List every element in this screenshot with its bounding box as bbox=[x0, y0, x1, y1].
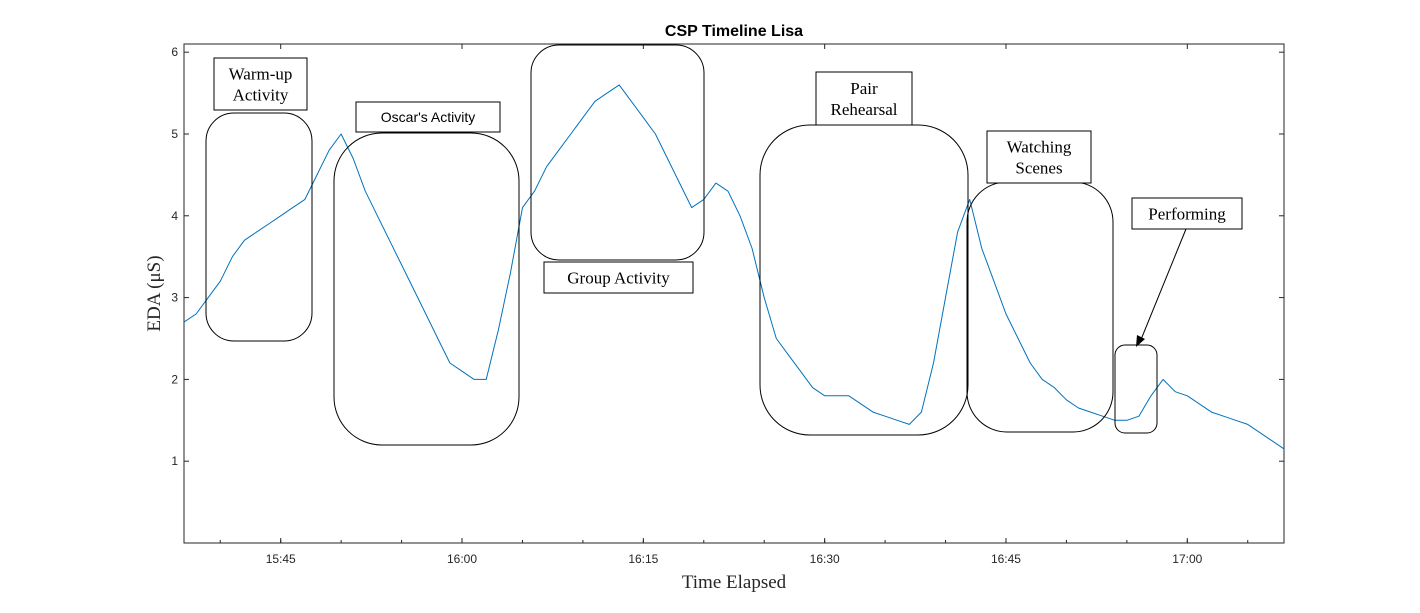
annotation-label-box bbox=[815, 71, 913, 126]
ticks-layer: 15:45 16:00 16:15 16:30 16:45 17:00 1 2 3 4 5 6 bbox=[171, 44, 1284, 566]
annotation-label-box bbox=[986, 130, 1092, 184]
annotation-region bbox=[530, 44, 705, 261]
y-tick-label: 3 bbox=[171, 291, 178, 305]
annotation-region bbox=[1114, 344, 1158, 434]
y-tick-label: 2 bbox=[171, 372, 178, 386]
annotation-layer: Warm-up Activity Oscar's Activity Group Act… bbox=[205, 44, 1243, 446]
annotation-label-box bbox=[355, 101, 501, 133]
x-axis-label: Time Elapsed bbox=[682, 572, 787, 593]
annotation-region bbox=[759, 124, 969, 436]
x-tick-label: 16:45 bbox=[991, 552, 1021, 566]
annotation-label: Watching bbox=[1007, 138, 1072, 157]
series-line-eda bbox=[183, 84, 1285, 450]
annotation-label: Pair bbox=[850, 79, 878, 98]
axes-box bbox=[183, 43, 1285, 544]
annotation-label-box bbox=[213, 57, 308, 111]
x-tick-label: 16:30 bbox=[810, 552, 840, 566]
y-tick-label: 1 bbox=[171, 454, 178, 468]
x-tick-label: 16:15 bbox=[628, 552, 658, 566]
x-tick-label: 15:45 bbox=[266, 552, 296, 566]
annotation-label: Group Activity bbox=[567, 269, 670, 288]
annotation-label: Performing bbox=[1148, 205, 1226, 224]
y-tick-label: 6 bbox=[171, 45, 178, 59]
annotation-label-box bbox=[543, 261, 694, 294]
performing-arrow bbox=[1139, 228, 1187, 343]
annotation-label: Rehearsal bbox=[830, 100, 897, 119]
annotation-label: Oscar's Activity bbox=[381, 109, 475, 125]
y-axis-label: EDA (μS) bbox=[144, 255, 165, 331]
annotation-label: Scenes bbox=[1015, 159, 1062, 178]
annotation-label: Warm-up bbox=[229, 65, 293, 84]
arrow-head-icon bbox=[1136, 335, 1145, 347]
chart-title: CSP Timeline Lisa bbox=[665, 23, 803, 40]
x-tick-label: 17:00 bbox=[1172, 552, 1202, 566]
x-tick-label: 16:00 bbox=[447, 552, 477, 566]
annotation-label-box bbox=[1131, 197, 1243, 230]
y-tick-label: 5 bbox=[171, 127, 178, 141]
y-tick-label: 4 bbox=[171, 209, 178, 223]
annotation-region bbox=[205, 112, 313, 342]
annotation-region bbox=[333, 132, 520, 446]
annotation-label: Activity bbox=[233, 86, 289, 105]
annotation-region bbox=[966, 181, 1114, 433]
